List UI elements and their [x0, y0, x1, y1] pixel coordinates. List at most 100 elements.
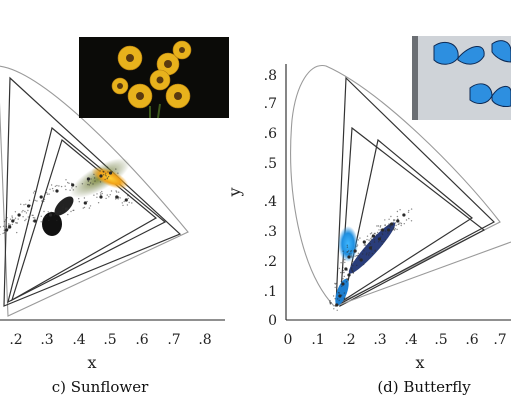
data-point	[364, 243, 366, 245]
data-point	[44, 217, 46, 219]
data-point	[4, 229, 7, 231]
data-point	[5, 225, 7, 227]
butterfly-panel: 0 .1 .2 .3 .4 .5 .6 .7 .8 y 0 .1 .2 .3 .…	[225, 36, 511, 396]
data-point	[32, 214, 34, 217]
x-tick: .4	[72, 332, 85, 348]
data-point	[105, 197, 107, 200]
data-point	[46, 193, 49, 195]
butterfly-pixel-cloud	[329, 208, 413, 311]
data-point	[396, 210, 399, 213]
data-point	[377, 225, 380, 227]
data-point	[342, 278, 344, 280]
data-point	[25, 203, 27, 205]
data-point	[64, 185, 66, 187]
data-point	[368, 239, 370, 241]
data-point	[123, 200, 125, 203]
x-tick: .2	[342, 332, 355, 348]
data-point	[62, 209, 64, 211]
data-point	[8, 223, 10, 225]
data-point	[56, 219, 58, 222]
data-point	[9, 224, 12, 226]
data-point	[82, 207, 85, 209]
x-tick: .7	[493, 332, 506, 348]
data-point	[104, 178, 106, 181]
data-point	[99, 174, 103, 178]
x-tick: .5	[434, 332, 447, 348]
data-point	[87, 183, 89, 186]
y-tick: .5	[264, 156, 277, 172]
y-tick: 0	[268, 313, 277, 329]
data-point	[8, 224, 10, 227]
data-point	[117, 172, 119, 174]
data-point	[340, 262, 342, 264]
data-point	[11, 215, 13, 217]
data-point	[376, 225, 378, 227]
data-point	[34, 199, 36, 202]
data-point	[370, 238, 373, 241]
data-point	[106, 166, 109, 168]
data-point	[128, 201, 130, 204]
data-point	[70, 210, 72, 213]
data-point	[63, 206, 65, 208]
data-point	[358, 256, 361, 258]
data-point	[384, 219, 386, 221]
data-point	[33, 220, 35, 223]
data-point	[379, 225, 382, 227]
data-point	[351, 269, 353, 271]
data-point	[341, 294, 343, 296]
data-point	[362, 253, 364, 255]
data-point	[43, 200, 45, 203]
data-point	[340, 271, 342, 274]
y-tick: .7	[264, 96, 277, 112]
data-point	[3, 220, 6, 223]
data-point	[373, 241, 376, 243]
data-point	[108, 171, 113, 175]
data-point	[58, 185, 60, 187]
data-point	[23, 204, 25, 206]
data-point	[329, 302, 332, 304]
data-point	[86, 200, 88, 203]
data-point	[27, 223, 29, 225]
data-point	[358, 258, 360, 260]
data-point	[387, 232, 389, 234]
data-point	[373, 239, 375, 241]
data-point	[393, 228, 395, 230]
data-point	[373, 235, 375, 238]
spectral-locus	[0, 65, 189, 317]
x-ticks: 0 .1 .2 .3 .4 .5 .6 .7	[284, 332, 507, 348]
data-point	[50, 211, 52, 213]
y-tick: .6	[264, 126, 277, 142]
data-point	[396, 228, 398, 231]
data-point	[408, 217, 410, 220]
y-tick: .2	[264, 254, 277, 270]
data-point	[105, 175, 107, 177]
data-point	[354, 255, 356, 257]
data-point	[347, 279, 349, 281]
y-tick: .4	[264, 194, 277, 210]
data-point	[96, 196, 98, 198]
data-point	[389, 226, 392, 228]
gamut-triangle-outer	[335, 76, 496, 308]
data-point	[378, 241, 380, 243]
data-point	[346, 251, 349, 253]
data-point	[101, 192, 103, 195]
data-point	[3, 229, 5, 231]
data-point	[338, 294, 342, 298]
data-point	[369, 240, 372, 242]
data-point	[29, 204, 31, 207]
data-point	[2, 232, 4, 235]
data-point	[384, 239, 386, 241]
data-point	[27, 216, 29, 218]
data-point	[388, 223, 390, 225]
data-point	[117, 198, 119, 200]
data-point	[49, 188, 51, 190]
data-point	[342, 266, 344, 269]
data-point	[368, 242, 370, 245]
data-point	[71, 183, 75, 187]
data-point	[106, 177, 109, 179]
x-tick: .2	[9, 332, 22, 348]
data-point	[106, 194, 109, 196]
data-point	[329, 300, 331, 302]
data-point	[350, 255, 352, 257]
data-point	[393, 219, 395, 221]
